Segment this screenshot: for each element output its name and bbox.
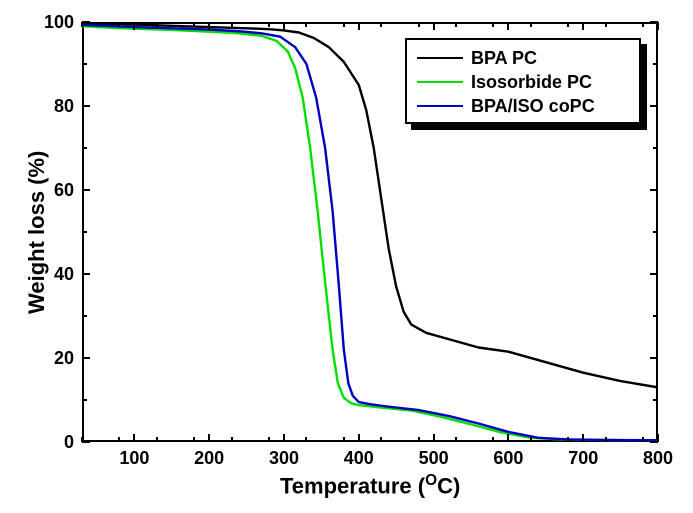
tick-mark (82, 399, 87, 401)
legend-row: Isosorbide PC (417, 70, 629, 94)
tick-mark (657, 22, 659, 30)
tick-label: 400 (344, 448, 374, 469)
legend-line-sample (417, 81, 463, 83)
tick-mark (418, 22, 420, 27)
tick-mark (82, 105, 90, 107)
tick-mark (358, 434, 360, 442)
tick-label: 80 (54, 96, 74, 117)
tick-label: 200 (194, 448, 224, 469)
tick-mark (530, 22, 532, 27)
tick-mark (418, 437, 420, 442)
tick-mark (343, 22, 345, 27)
tick-mark (653, 63, 658, 65)
tick-label: 300 (269, 448, 299, 469)
tick-mark (82, 147, 87, 149)
tick-label: 500 (419, 448, 449, 469)
legend-label: BPA/ISO coPC (471, 96, 595, 117)
tick-mark (605, 437, 607, 442)
tick-mark (82, 441, 90, 443)
tick-mark (82, 273, 90, 275)
y-axis-label: Weight loss (%) (24, 150, 50, 313)
tick-mark (653, 315, 658, 317)
legend-line-sample (417, 57, 463, 59)
tick-mark (133, 22, 135, 30)
tick-mark (231, 437, 233, 442)
tick-mark (82, 315, 87, 317)
tick-mark (492, 22, 494, 27)
tick-mark (507, 434, 509, 442)
tick-mark (82, 189, 90, 191)
tick-mark (582, 434, 584, 442)
tick-mark (380, 437, 382, 442)
tick-mark (605, 22, 607, 27)
tick-mark (268, 22, 270, 27)
tick-mark (231, 22, 233, 27)
tick-mark (642, 22, 644, 27)
tick-mark (193, 437, 195, 442)
legend-label: Isosorbide PC (471, 72, 592, 93)
tick-mark (653, 147, 658, 149)
tick-label: 60 (54, 180, 74, 201)
tick-label: 100 (44, 12, 74, 33)
tick-mark (455, 437, 457, 442)
tick-mark (650, 273, 658, 275)
tick-mark (650, 21, 658, 23)
tick-label: 20 (54, 348, 74, 369)
legend-label: BPA PC (471, 48, 537, 69)
tick-mark (82, 21, 90, 23)
tick-label: 800 (643, 448, 673, 469)
tick-mark (133, 434, 135, 442)
x-axis-label: Temperature (OC) (280, 472, 460, 499)
tick-mark (118, 22, 120, 27)
tick-mark (82, 63, 87, 65)
tick-mark (492, 437, 494, 442)
tick-mark (650, 357, 658, 359)
x-axis-label-text: Temperature ( (280, 473, 425, 498)
tick-mark (433, 22, 435, 30)
tick-mark (208, 22, 210, 30)
tick-mark (567, 22, 569, 27)
tick-mark (642, 437, 644, 442)
tick-mark (650, 441, 658, 443)
tick-mark (156, 437, 158, 442)
tick-mark (208, 434, 210, 442)
tick-mark (567, 437, 569, 442)
tick-label: 0 (64, 432, 74, 453)
tick-mark (118, 437, 120, 442)
tick-mark (193, 22, 195, 27)
tick-mark (82, 357, 90, 359)
tick-mark (283, 434, 285, 442)
tick-mark (653, 399, 658, 401)
legend-row: BPA/ISO coPC (417, 94, 629, 118)
legend-row: BPA PC (417, 46, 629, 70)
tick-mark (305, 22, 307, 27)
tick-mark (380, 22, 382, 27)
tick-mark (650, 189, 658, 191)
x-axis-label-sup: O (425, 472, 437, 489)
tick-mark (582, 22, 584, 30)
legend: BPA PC Isosorbide PC BPA/ISO coPC (405, 38, 641, 124)
tick-mark (358, 22, 360, 30)
tick-mark (455, 22, 457, 27)
tick-label: 40 (54, 264, 74, 285)
tick-mark (305, 437, 307, 442)
tick-mark (268, 437, 270, 442)
tick-mark (653, 231, 658, 233)
tga-chart: Weight loss (%) Temperature (OC) BPA PC I… (0, 0, 693, 513)
tick-label: 700 (568, 448, 598, 469)
tick-label: 100 (119, 448, 149, 469)
tick-mark (650, 105, 658, 107)
tick-mark (283, 22, 285, 30)
tick-label: 600 (493, 448, 523, 469)
tick-mark (507, 22, 509, 30)
legend-line-sample (417, 105, 463, 107)
tick-mark (343, 437, 345, 442)
tick-mark (530, 437, 532, 442)
tick-mark (433, 434, 435, 442)
tick-mark (156, 22, 158, 27)
tick-mark (82, 231, 87, 233)
x-axis-label-tail: C) (437, 473, 460, 498)
